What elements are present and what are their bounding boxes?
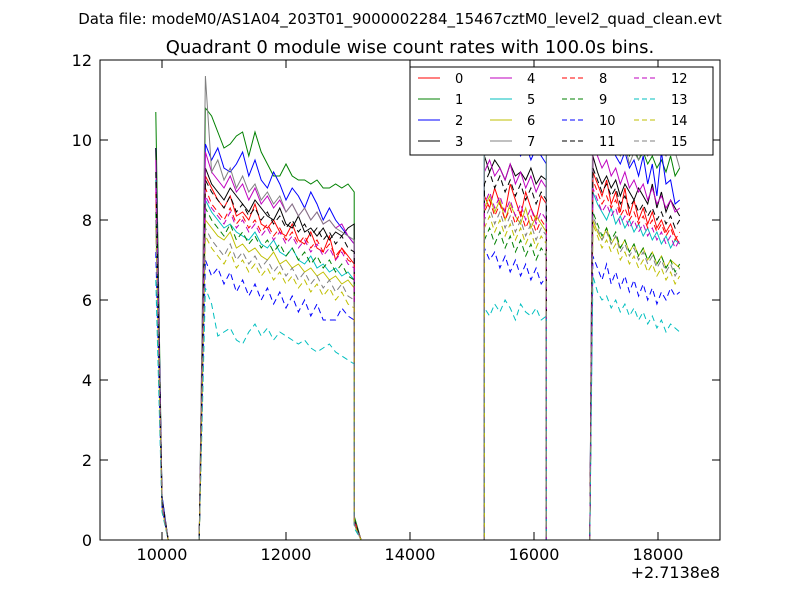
legend-label-10: 10 xyxy=(599,114,616,129)
y-tick-label: 2 xyxy=(82,451,92,470)
legend-label-8: 8 xyxy=(599,72,607,87)
chart-title: Quadrant 0 module wise count rates with … xyxy=(166,37,655,58)
series-layer xyxy=(155,75,681,540)
legend-frame xyxy=(409,66,714,156)
legend-label-13: 13 xyxy=(671,93,688,108)
series-line-14 xyxy=(155,214,681,540)
y-tick-label: 10 xyxy=(72,131,92,150)
series-line-10 xyxy=(155,247,681,540)
y-tick-label: 8 xyxy=(82,211,92,230)
y-tick-label: 4 xyxy=(82,371,92,390)
y-tick-label: 12 xyxy=(72,51,92,70)
x-tick-label: 16000 xyxy=(509,545,560,564)
legend-label-14: 14 xyxy=(671,114,688,129)
series-line-11 xyxy=(155,167,681,540)
legend-label-0: 0 xyxy=(455,72,463,87)
series-line-9 xyxy=(155,207,681,540)
series-line-12 xyxy=(155,187,681,540)
legend-label-1: 1 xyxy=(455,93,463,108)
x-offset-label: +2.7138e8 xyxy=(631,563,720,582)
legend-label-3: 3 xyxy=(455,135,463,150)
chart-suptitle: Data file: modeM0/AS1A04_203T01_90000022… xyxy=(78,10,722,29)
x-axis: 10000 12000 14000 16000 18000 xyxy=(137,60,684,564)
legend-label-15: 15 xyxy=(671,135,688,150)
legend-label-7: 7 xyxy=(527,135,535,150)
x-tick-label: 10000 xyxy=(137,545,188,564)
y-tick-label: 6 xyxy=(82,291,92,310)
legend-label-12: 12 xyxy=(671,72,688,87)
series-line-6 xyxy=(155,194,681,540)
legend-label-11: 11 xyxy=(599,135,616,150)
legend-label-9: 9 xyxy=(599,93,607,108)
x-tick-label: 14000 xyxy=(385,545,436,564)
legend-label-2: 2 xyxy=(455,114,463,129)
series-line-4 xyxy=(155,139,681,540)
series-line-5 xyxy=(155,90,681,540)
x-tick-label: 18000 xyxy=(633,545,684,564)
x-tick-label: 12000 xyxy=(261,545,312,564)
legend-label-5: 5 xyxy=(527,93,535,108)
series-line-3 xyxy=(155,147,681,540)
legend-label-6: 6 xyxy=(527,114,535,129)
y-tick-label: 0 xyxy=(82,531,92,550)
legend-label-4: 4 xyxy=(527,72,535,87)
